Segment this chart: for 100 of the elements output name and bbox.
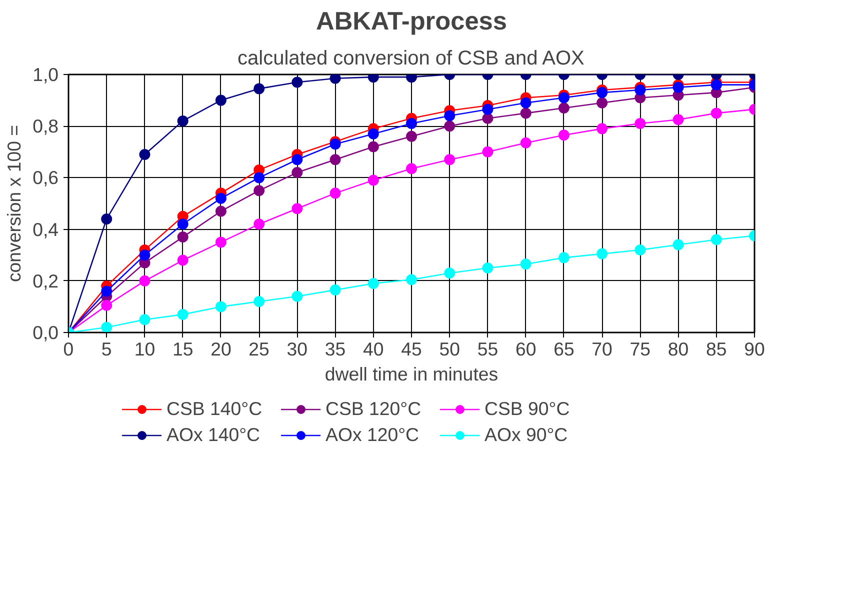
point (101, 213, 112, 224)
point (139, 148, 150, 160)
point (177, 232, 188, 243)
point (406, 163, 417, 174)
point (215, 236, 226, 248)
point (330, 188, 341, 199)
legend-label: AOx 90°C (484, 424, 569, 446)
x-tick-label: 50 (439, 338, 460, 360)
x-tick-label: 85 (706, 338, 727, 360)
point (215, 192, 226, 204)
x-tick-label: 45 (401, 338, 422, 360)
point (330, 154, 341, 166)
y-axis-title: conversion x 100 = (4, 124, 25, 282)
point (634, 84, 646, 96)
point (634, 244, 646, 256)
point (177, 115, 188, 126)
chart-title: ABKAT-process (316, 8, 507, 36)
point (482, 146, 494, 158)
point (215, 301, 226, 312)
point (672, 239, 684, 250)
y-tick-label: 0,0 (32, 322, 59, 343)
x-tick-label: 70 (592, 338, 612, 360)
point (596, 248, 608, 260)
point (139, 314, 150, 326)
x-tick-label: 90 (744, 338, 765, 360)
point (672, 82, 684, 93)
point (672, 114, 684, 126)
x-tick-label: 10 (134, 338, 156, 360)
point (215, 94, 226, 106)
point (444, 120, 456, 132)
point (482, 262, 494, 274)
x-tick-label: 80 (668, 338, 689, 360)
point (406, 118, 417, 130)
point (101, 286, 112, 297)
point (177, 308, 188, 320)
point (634, 118, 646, 130)
x-tick-label: 5 (101, 338, 112, 360)
point (292, 290, 303, 302)
x-tick-label: 0 (63, 338, 74, 360)
y-tick-label: 0,6 (32, 167, 59, 188)
y-tick-label: 0,8 (32, 116, 59, 137)
point (254, 296, 265, 308)
point (596, 87, 608, 98)
point (710, 79, 722, 90)
point (292, 203, 303, 214)
legend-label: CSB 140°C (166, 398, 264, 420)
point (330, 74, 341, 84)
x-tick-label: 75 (630, 338, 651, 360)
point (368, 128, 379, 140)
point (330, 138, 341, 150)
y-tick-label: 1,0 (32, 64, 59, 85)
point (558, 130, 570, 141)
point (406, 274, 417, 286)
point (292, 76, 303, 88)
point (292, 167, 303, 178)
x-tick-label: 65 (554, 338, 574, 360)
y-tick-label: 0,4 (32, 218, 59, 240)
point (520, 108, 532, 119)
point (520, 258, 532, 270)
point (368, 278, 379, 289)
y-tick-label: 0,2 (32, 270, 59, 292)
point (406, 130, 417, 142)
legend-label: AOx 120°C (326, 424, 420, 446)
x-tick-label: 15 (172, 338, 194, 360)
point (520, 97, 532, 108)
point (254, 218, 265, 230)
point (444, 110, 456, 122)
point (520, 137, 532, 148)
x-axis-title: dwell time in minutes (324, 364, 498, 384)
point (596, 123, 608, 134)
point (101, 300, 112, 311)
legend-label: CSB 120°C (326, 398, 422, 420)
legend-label: CSB 90°C (484, 398, 571, 420)
point (368, 141, 379, 152)
point (139, 250, 150, 261)
point (482, 112, 494, 124)
point (710, 234, 722, 246)
chart-subtitle: calculated conversion of CSB and AOX (238, 48, 584, 70)
point (177, 218, 188, 230)
point (558, 92, 570, 104)
x-tick-label: 35 (324, 338, 346, 360)
point (101, 322, 112, 332)
x-tick-label: 60 (515, 338, 536, 360)
point (139, 275, 150, 286)
x-tick-label: 40 (363, 338, 384, 360)
point (596, 97, 608, 108)
x-tick-label: 30 (286, 338, 308, 360)
x-tick-label: 55 (477, 338, 498, 360)
point (368, 174, 379, 186)
point (254, 83, 265, 94)
point (558, 102, 570, 114)
point (254, 185, 265, 196)
point (177, 254, 188, 266)
x-tick-label: 25 (248, 338, 270, 360)
point (710, 108, 722, 119)
legend-label: AOx 140°C (166, 424, 262, 446)
point (444, 154, 456, 166)
point (330, 284, 341, 296)
x-tick-label: 20 (210, 338, 232, 360)
point (482, 104, 494, 115)
